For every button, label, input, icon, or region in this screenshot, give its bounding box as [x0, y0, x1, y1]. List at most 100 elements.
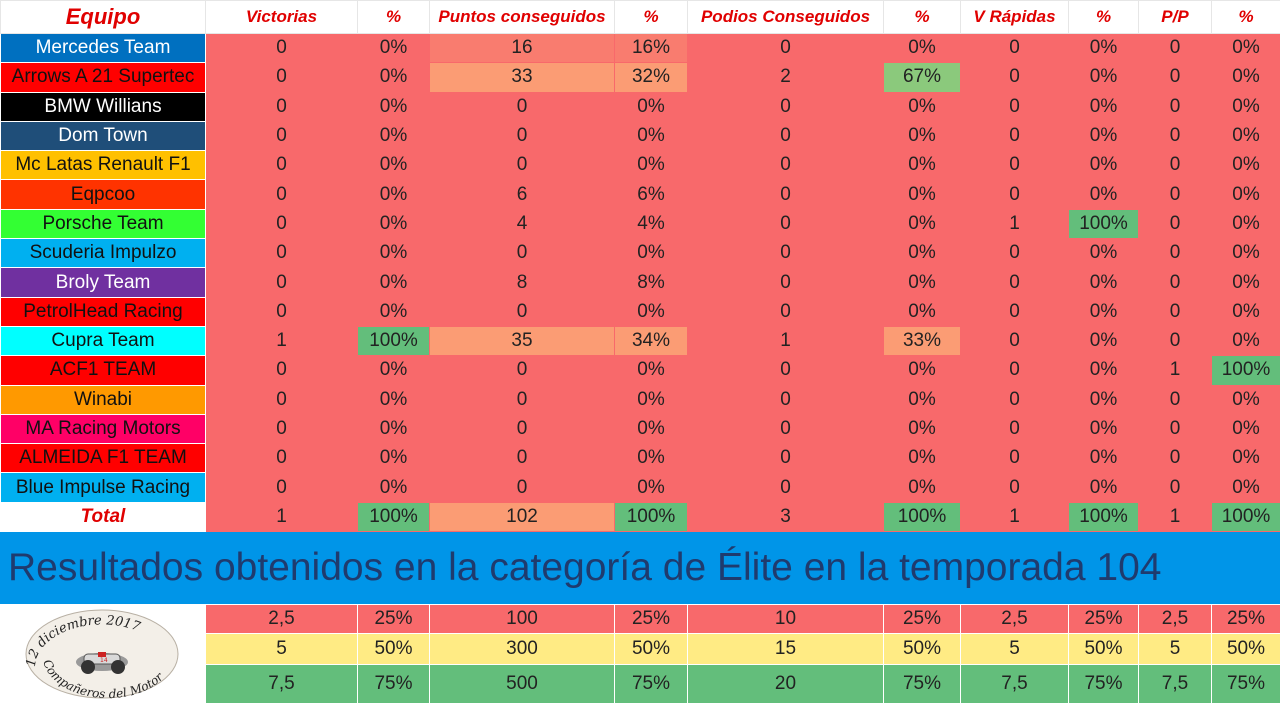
table-cell[interactable]: 0%	[1212, 239, 1280, 268]
threshold-cell[interactable]: 100	[430, 605, 615, 634]
table-cell[interactable]: 2	[688, 63, 884, 92]
table-cell[interactable]: 0	[688, 385, 884, 414]
table-cell[interactable]: 0	[430, 239, 615, 268]
table-cell[interactable]: 0	[206, 414, 358, 443]
table-cell[interactable]: 0%	[1212, 444, 1280, 473]
threshold-cell[interactable]: 2,5	[1139, 605, 1212, 634]
table-cell[interactable]: 0	[688, 239, 884, 268]
threshold-cell[interactable]: 5	[961, 634, 1069, 665]
table-cell[interactable]: 0%	[884, 34, 961, 63]
threshold-cell[interactable]: 75%	[358, 665, 430, 704]
table-cell[interactable]: 100%	[1069, 209, 1139, 238]
column-header[interactable]: %	[1212, 1, 1280, 34]
table-cell[interactable]: 100%	[358, 326, 430, 355]
table-cell[interactable]: 1	[961, 209, 1069, 238]
column-header[interactable]: Podios Conseguidos	[688, 1, 884, 34]
column-header[interactable]: V Rápidas	[961, 1, 1069, 34]
table-cell[interactable]: 0	[961, 385, 1069, 414]
table-cell[interactable]: 0	[1139, 473, 1212, 502]
table-cell[interactable]: 0%	[884, 356, 961, 385]
table-cell[interactable]: 0%	[1212, 385, 1280, 414]
table-cell[interactable]: 0%	[615, 473, 688, 502]
table-cell[interactable]: 0	[961, 92, 1069, 121]
table-cell[interactable]: 0%	[615, 239, 688, 268]
table-cell[interactable]: 0	[961, 473, 1069, 502]
table-cell[interactable]: 0%	[1069, 297, 1139, 326]
table-cell[interactable]: 0%	[615, 385, 688, 414]
table-cell[interactable]: 0%	[1212, 473, 1280, 502]
table-cell[interactable]: 4%	[615, 209, 688, 238]
team-name[interactable]: Arrows A 21 Supertec	[1, 63, 206, 92]
table-cell[interactable]: 0%	[358, 92, 430, 121]
table-cell[interactable]: 0	[1139, 414, 1212, 443]
table-cell[interactable]: 0%	[1069, 414, 1139, 443]
table-cell[interactable]: 0%	[358, 356, 430, 385]
threshold-cell[interactable]: 7,5	[206, 665, 358, 704]
table-cell[interactable]: 0	[430, 473, 615, 502]
threshold-cell[interactable]: 75%	[1069, 665, 1139, 704]
team-name[interactable]: BMW Willians	[1, 92, 206, 121]
table-cell[interactable]: 0	[1139, 297, 1212, 326]
table-cell[interactable]: 0	[961, 121, 1069, 150]
table-cell[interactable]: 0	[206, 209, 358, 238]
table-cell[interactable]: 0%	[884, 444, 961, 473]
table-cell[interactable]: 1	[688, 326, 884, 355]
table-cell[interactable]: 0	[1139, 444, 1212, 473]
table-cell[interactable]: 0%	[884, 473, 961, 502]
table-cell[interactable]: 0%	[1212, 414, 1280, 443]
table-cell[interactable]: 0%	[1069, 180, 1139, 209]
table-cell[interactable]: 0%	[884, 268, 961, 297]
table-cell[interactable]: 0	[961, 180, 1069, 209]
total-cell[interactable]: 3	[688, 502, 884, 531]
table-cell[interactable]: 8%	[615, 268, 688, 297]
column-header[interactable]: P/P	[1139, 1, 1212, 34]
table-cell[interactable]: 0%	[1069, 92, 1139, 121]
threshold-cell[interactable]: 7,5	[961, 665, 1069, 704]
table-cell[interactable]: 0	[961, 414, 1069, 443]
threshold-cell[interactable]: 25%	[358, 605, 430, 634]
table-cell[interactable]: 0	[206, 239, 358, 268]
table-cell[interactable]: 8	[430, 268, 615, 297]
table-cell[interactable]: 0%	[884, 209, 961, 238]
table-cell[interactable]: 0	[1139, 268, 1212, 297]
table-cell[interactable]: 0%	[1069, 34, 1139, 63]
table-cell[interactable]: 0	[1139, 34, 1212, 63]
threshold-cell[interactable]: 2,5	[961, 605, 1069, 634]
table-cell[interactable]: 0	[206, 473, 358, 502]
total-cell[interactable]: 1	[961, 502, 1069, 531]
threshold-cell[interactable]: 50%	[615, 634, 688, 665]
table-cell[interactable]: 0%	[1212, 209, 1280, 238]
column-header[interactable]: %	[615, 1, 688, 34]
table-cell[interactable]: 0	[688, 473, 884, 502]
table-cell[interactable]: 0	[688, 180, 884, 209]
table-cell[interactable]: 0	[961, 239, 1069, 268]
threshold-cell[interactable]: 5	[1139, 634, 1212, 665]
table-cell[interactable]: 0%	[358, 297, 430, 326]
table-cell[interactable]: 0%	[615, 414, 688, 443]
table-cell[interactable]: 0%	[1212, 326, 1280, 355]
table-cell[interactable]: 0	[430, 356, 615, 385]
table-cell[interactable]: 0	[206, 34, 358, 63]
table-cell[interactable]: 0	[1139, 151, 1212, 180]
threshold-cell[interactable]: 50%	[358, 634, 430, 665]
threshold-cell[interactable]: 500	[430, 665, 615, 704]
table-cell[interactable]: 0	[688, 34, 884, 63]
table-cell[interactable]: 33	[430, 63, 615, 92]
threshold-cell[interactable]: 15	[688, 634, 884, 665]
threshold-cell[interactable]: 20	[688, 665, 884, 704]
table-cell[interactable]: 0	[688, 414, 884, 443]
table-cell[interactable]: 0%	[1212, 121, 1280, 150]
table-cell[interactable]: 0%	[1069, 268, 1139, 297]
team-name[interactable]: Mc Latas Renault F1	[1, 151, 206, 180]
team-name[interactable]: Eqpcoo	[1, 180, 206, 209]
table-cell[interactable]: 0%	[884, 151, 961, 180]
total-cell[interactable]: 100%	[358, 502, 430, 531]
table-cell[interactable]: 0	[430, 414, 615, 443]
table-cell[interactable]: 0%	[358, 180, 430, 209]
column-header[interactable]: %	[358, 1, 430, 34]
table-cell[interactable]: 0%	[884, 239, 961, 268]
table-cell[interactable]: 34%	[615, 326, 688, 355]
table-cell[interactable]: 0%	[1069, 356, 1139, 385]
team-name[interactable]: PetrolHead Racing	[1, 297, 206, 326]
table-cell[interactable]: 32%	[615, 63, 688, 92]
